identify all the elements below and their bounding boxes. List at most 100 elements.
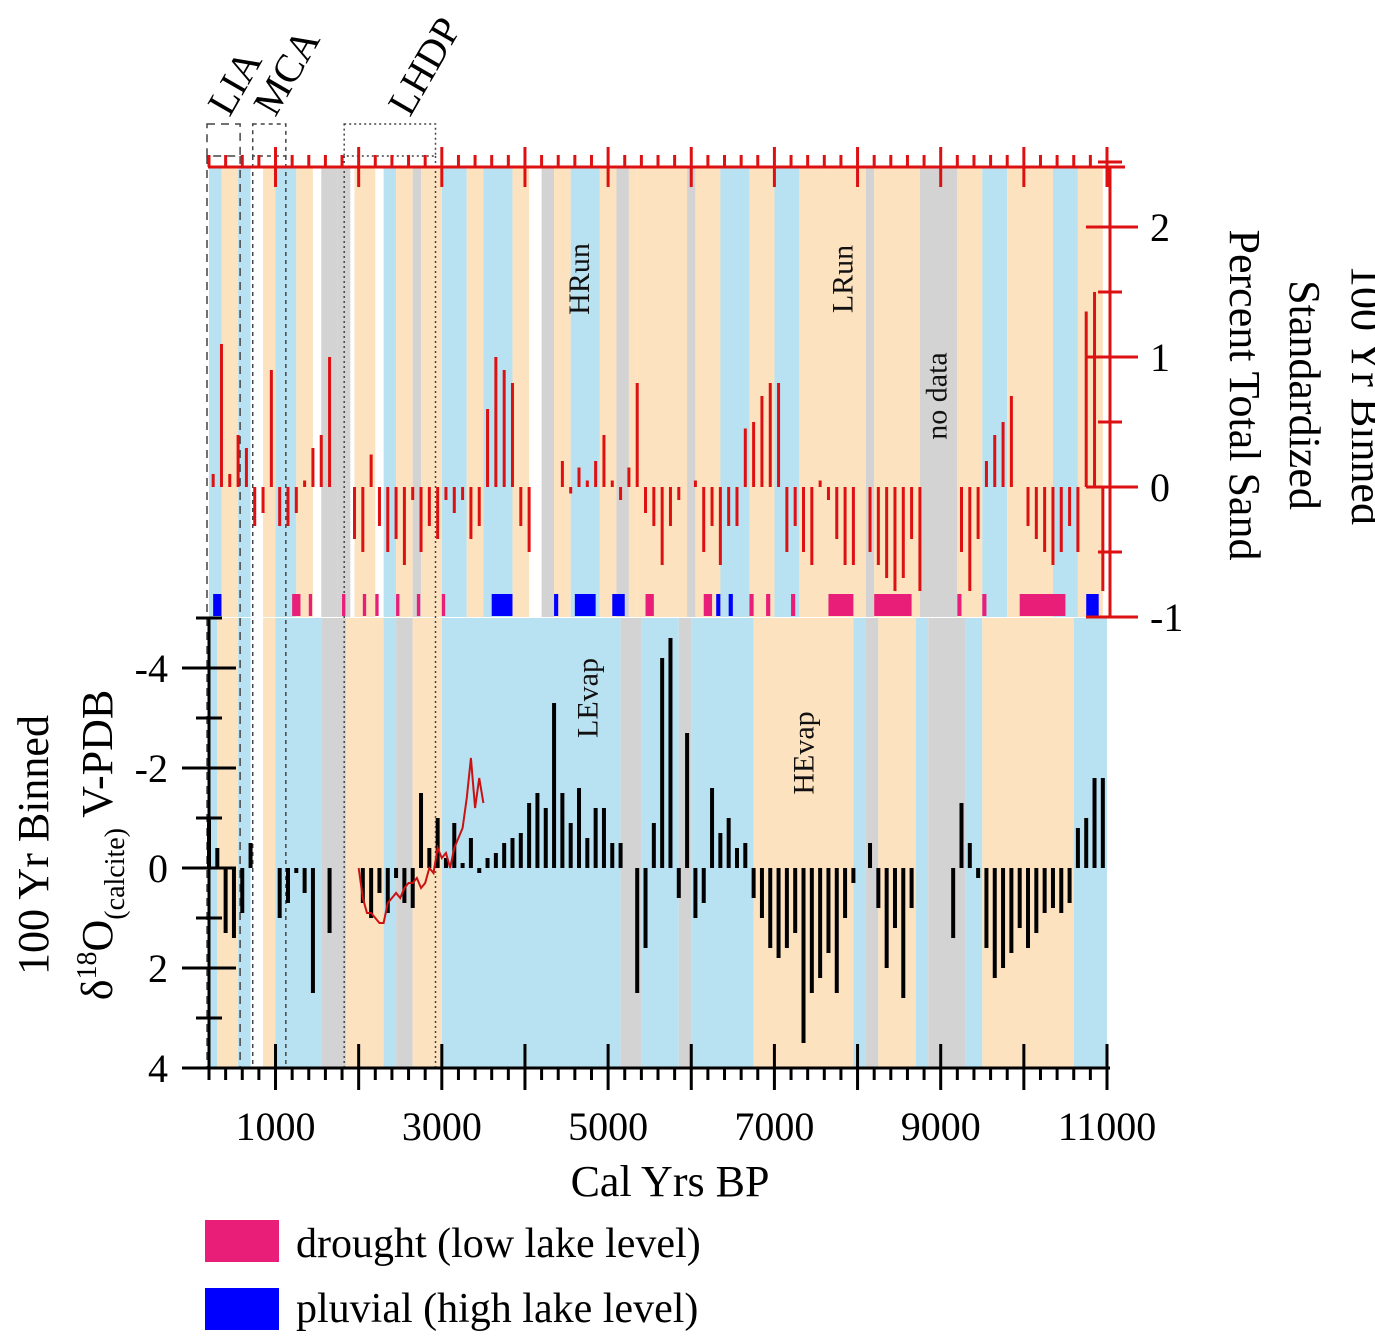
- d18o-bar: [1092, 778, 1097, 868]
- top-shading-band: [628, 167, 638, 617]
- sand-bar: [976, 487, 980, 539]
- sand-bar: [910, 487, 914, 539]
- bottom-shading-band: [928, 618, 966, 1068]
- top-shading-band: [263, 167, 276, 617]
- sand-bar: [436, 487, 440, 539]
- top-shading-band: [687, 167, 696, 617]
- d18o-bar: [868, 843, 873, 868]
- d18o-bar: [710, 788, 715, 868]
- bottom-shading-band: [209, 618, 218, 1068]
- d18o-bar: [801, 868, 806, 1043]
- d18o-bar: [743, 843, 748, 868]
- d18o-bar: [818, 868, 823, 978]
- d18o-y-tick-label: 0: [148, 846, 168, 891]
- drought-event-marker: [416, 594, 421, 616]
- bottom-shading-band: [346, 618, 384, 1068]
- sand-bar: [959, 487, 963, 552]
- d18o-bar: [560, 793, 565, 868]
- d18o-bar: [327, 868, 332, 933]
- axes: -1 0 1 2 1000 3000 5000 7000 9000 11000 -4 -2 0 2 4: [135, 147, 1183, 1149]
- sand-bar: [494, 357, 498, 487]
- d18o-bar: [834, 868, 839, 993]
- sand-bar: [868, 487, 872, 552]
- d18o-y-tick-label: -2: [135, 746, 168, 791]
- drought-event-marker: [645, 594, 654, 616]
- d18o-bar: [240, 868, 245, 913]
- band-labels: HRun LRun no data LEvap HEvap: [563, 243, 954, 795]
- top-shading-band: [1052, 167, 1078, 617]
- sand-bar: [1093, 292, 1097, 487]
- d18o-bar: [377, 868, 382, 893]
- sand-bar: [1043, 487, 1047, 552]
- top-shading-band: [354, 167, 376, 617]
- d18o-bar: [435, 818, 440, 868]
- d18o-bar: [1100, 778, 1105, 868]
- top-shading-band: [221, 167, 239, 617]
- pluvial-event-marker: [728, 594, 733, 616]
- sand-bar: [602, 435, 606, 487]
- band-label-hevap: HEvap: [788, 711, 821, 794]
- d18o-bar: [1067, 868, 1072, 903]
- d18o-bar: [477, 868, 482, 873]
- top-shading-band: [570, 167, 600, 617]
- sand-bar: [718, 487, 722, 565]
- sand-bar: [502, 370, 506, 487]
- d18o-bar: [468, 838, 473, 868]
- top-shading-band: [828, 167, 866, 617]
- sand-bar: [444, 487, 448, 500]
- sand-bar: [419, 487, 423, 552]
- top-shading-band: [441, 167, 467, 617]
- d18o-bar: [651, 823, 656, 868]
- d18o-bar: [751, 868, 756, 898]
- period-box-mca: [251, 123, 287, 157]
- sand-bar: [843, 487, 847, 565]
- sand-bar: [303, 480, 307, 487]
- sand-bar: [469, 487, 473, 539]
- sand-bar: [660, 487, 664, 565]
- drought-event-marker: [874, 594, 912, 616]
- d18o-bar: [427, 848, 432, 868]
- drought-event-marker: [749, 594, 754, 616]
- sand-y-tick-label: -1: [1150, 595, 1183, 640]
- drought-event-marker: [308, 594, 313, 616]
- sand-bar: [353, 487, 357, 539]
- legend-swatch-drought: [205, 1220, 279, 1262]
- d18o-bar: [577, 788, 582, 868]
- sand-bar: [1076, 487, 1080, 552]
- d18o-y-tick-label: 2: [148, 946, 168, 991]
- band-label-levap: LEvap: [571, 658, 604, 738]
- drought-event-marker: [766, 594, 771, 616]
- sand-bar: [569, 487, 573, 494]
- drought-event-marker: [703, 594, 713, 616]
- sand-bar: [1051, 487, 1055, 565]
- d18o-bar: [643, 868, 648, 948]
- sand-title-line-2: Standardized: [1280, 280, 1329, 510]
- sand-bar: [394, 487, 398, 539]
- period-box-lia: [206, 123, 241, 157]
- sand-bar: [319, 435, 323, 487]
- top-shading-band: [296, 167, 313, 617]
- top-shading-band: [554, 167, 571, 617]
- top-shading-band: [412, 167, 422, 617]
- d18o-bar: [843, 868, 848, 918]
- x-axis-title: Cal Yrs BP: [571, 1157, 770, 1206]
- d18o-bar: [776, 868, 781, 958]
- d18o-title-line-2: δ18O(calcite) V-PDB: [72, 690, 131, 1000]
- sand-bar: [1068, 487, 1072, 526]
- top-shading-band: [982, 167, 1008, 617]
- d18o-bar: [876, 868, 881, 908]
- top-shading-band: [396, 167, 413, 617]
- d18o-y-tick-label: 4: [148, 1046, 168, 1091]
- sand-bar: [386, 487, 390, 552]
- d18o-bar: [976, 868, 981, 878]
- d18o-bar: [759, 868, 764, 918]
- sand-bar: [402, 487, 406, 565]
- d18o-bar: [552, 703, 557, 868]
- bottom-shading-band: [853, 618, 866, 1068]
- d18o-bar: [360, 868, 365, 903]
- sand-bar: [361, 487, 365, 552]
- d18o-bar: [302, 868, 307, 893]
- d18o-bar: [784, 868, 789, 948]
- d18o-bar: [618, 843, 623, 868]
